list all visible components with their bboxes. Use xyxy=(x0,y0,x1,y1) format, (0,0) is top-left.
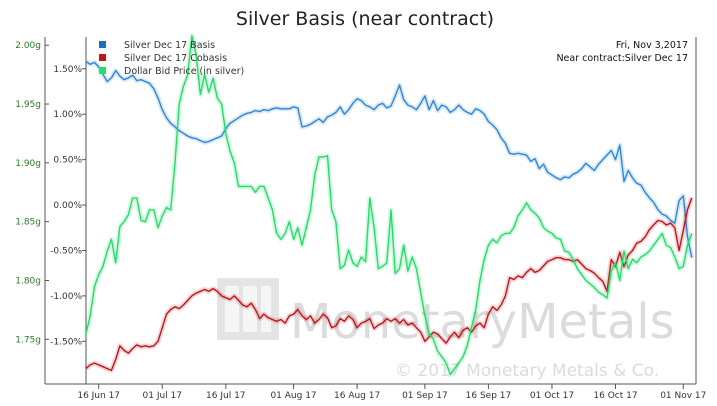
pct-tick-label: 0.50% xyxy=(53,156,82,166)
info-box: Fri, Nov 3,2017 Near contract:Silver Dec… xyxy=(556,40,688,64)
pct-tick-label: -1.00% xyxy=(50,292,82,302)
left-tick-label: 1.95g xyxy=(15,100,41,110)
x-axis: 16 Jun 17 01 Jul 17 16 Jul 17 01 Aug 17 16 A… xyxy=(77,384,706,401)
right-axis: 1.50% 1.00% 0.50% 0.00% -0.50% -1.00% -1.50% xyxy=(50,65,86,347)
info-contract: Near contract:Silver Dec 17 xyxy=(556,53,688,64)
legend: Silver Dec 17 Basis Silver Dec 17 Cobasi… xyxy=(99,40,244,77)
left-tick-label: 1.85g xyxy=(15,218,41,228)
x-tick-label: 01 Aug 17 xyxy=(270,391,316,401)
pct-tick-label: 1.50% xyxy=(53,65,82,75)
series-line-0 xyxy=(85,60,693,258)
x-tick-label: 16 Aug 17 xyxy=(334,391,380,401)
watermark-logo-icon xyxy=(217,278,279,340)
watermark-copyright: © 2017 Monetary Metals & Co. xyxy=(395,361,659,381)
legend-swatch-basis xyxy=(99,41,106,48)
info-date: Fri, Nov 3,2017 xyxy=(616,40,688,51)
pct-tick-label: -1.50% xyxy=(50,337,82,347)
series-line-1 xyxy=(85,197,693,372)
legend-label-basis: Silver Dec 17 Basis xyxy=(124,40,215,51)
pct-tick-label: -0.50% xyxy=(50,246,82,256)
legend-swatch-dollar xyxy=(99,67,106,74)
x-tick-label: 16 Jul 17 xyxy=(206,391,246,401)
series-layer xyxy=(83,33,695,378)
left-axis: 2.00g 1.95g 1.90g 1.85g 1.80g 1.75g xyxy=(15,41,49,345)
legend-swatch-cobasis xyxy=(99,54,106,61)
plot-frame xyxy=(44,37,697,385)
x-tick-label: 16 Jun 17 xyxy=(77,391,120,401)
x-tick-label: 01 Sep 17 xyxy=(402,391,448,401)
series-line-2 xyxy=(85,35,693,376)
legend-label-cobasis: Silver Dec 17 Cobasis xyxy=(124,53,227,64)
pct-tick-label: 0.00% xyxy=(53,201,82,211)
x-tick-label: 01 Oct 17 xyxy=(530,391,574,401)
left-tick-label: 1.75g xyxy=(15,335,41,345)
x-tick-label: 01 Nov 17 xyxy=(660,391,706,401)
pct-tick-label: 1.00% xyxy=(53,110,82,120)
x-tick-label: 16 Sep 17 xyxy=(466,391,512,401)
x-tick-label: 01 Jul 17 xyxy=(143,391,183,401)
legend-label-dollar: Dollar Bid Price (in silver) xyxy=(124,66,244,77)
left-tick-label: 1.90g xyxy=(15,159,41,169)
x-tick-label: 16 Oct 17 xyxy=(593,391,637,401)
left-tick-label: 1.80g xyxy=(15,276,41,286)
chart-title: Silver Basis (near contract) xyxy=(236,8,494,30)
left-tick-label: 2.00g xyxy=(15,41,41,51)
